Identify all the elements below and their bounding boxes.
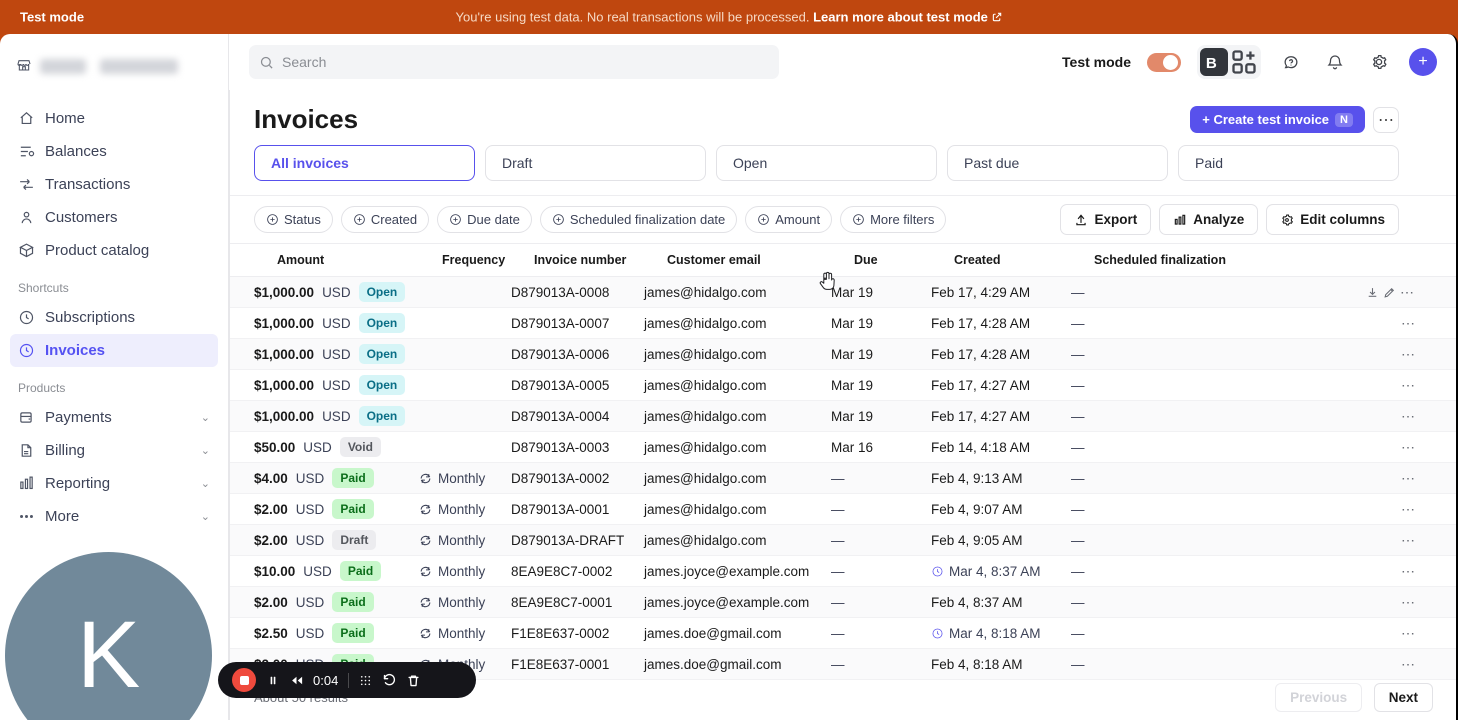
svg-text:B: B	[1206, 55, 1217, 72]
